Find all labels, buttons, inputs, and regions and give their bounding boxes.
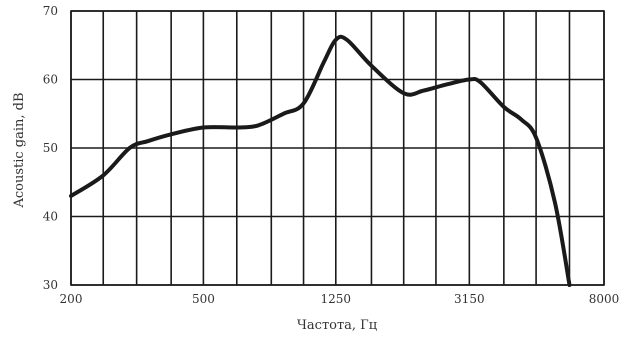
x-tick-label: 1250 bbox=[321, 292, 352, 306]
y-tick-label: 50 bbox=[43, 141, 58, 155]
grid-lines bbox=[70, 10, 605, 286]
x-tick-label: 3150 bbox=[454, 292, 485, 306]
x-tick-label: 8000 bbox=[589, 292, 620, 306]
y-axis-ticks: 30 40 50 60 70 bbox=[43, 4, 58, 292]
y-axis-label: Acoustic gain, dB bbox=[12, 92, 27, 208]
y-tick-label: 30 bbox=[43, 278, 58, 292]
plot-frame bbox=[70, 10, 605, 286]
series-layer bbox=[69, 34, 572, 287]
series-line bbox=[69, 34, 572, 287]
y-tick-label: 60 bbox=[43, 73, 58, 87]
x-tick-label: 500 bbox=[192, 292, 215, 306]
y-tick-label: 40 bbox=[43, 210, 58, 224]
x-axis-label: Частота, Гц bbox=[297, 318, 377, 333]
x-axis-ticks: 200 500 1250 3150 8000 bbox=[60, 292, 620, 306]
y-tick-label: 70 bbox=[43, 4, 58, 18]
x-tick-label: 200 bbox=[60, 292, 83, 306]
